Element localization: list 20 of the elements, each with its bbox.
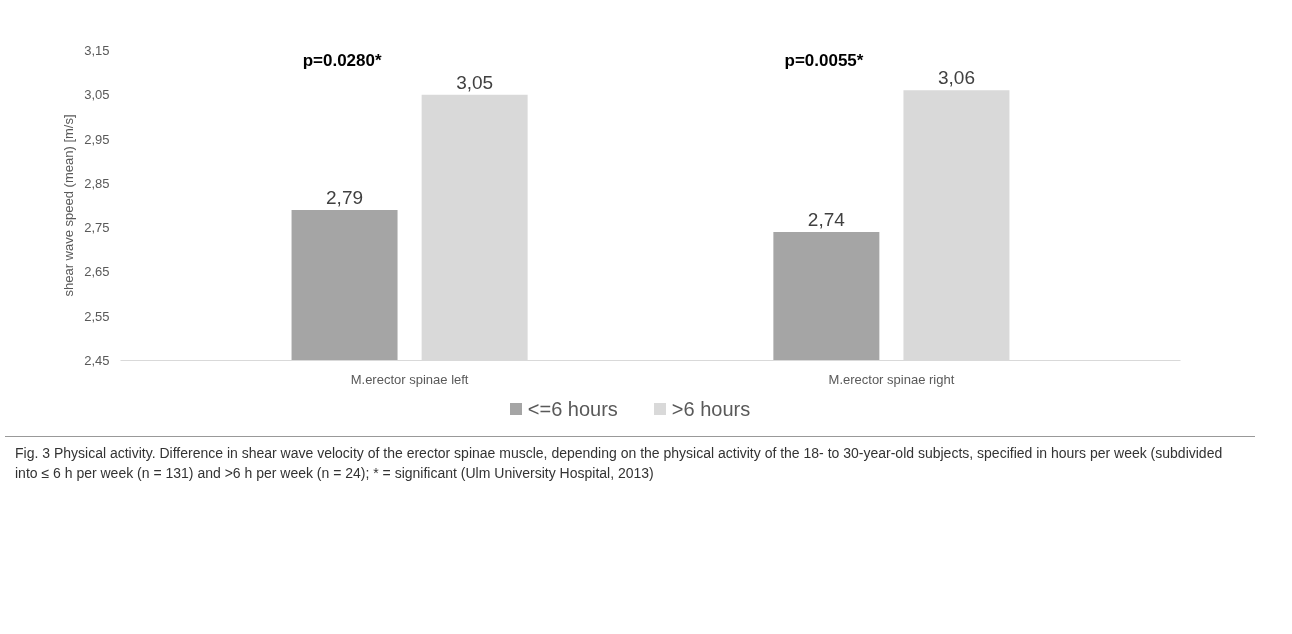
y-tick-label: 2,85 bbox=[84, 175, 110, 191]
data-label: 2,74 bbox=[807, 209, 846, 231]
data-label: 2,79 bbox=[326, 186, 364, 208]
legend-label: >6 hours bbox=[670, 396, 751, 422]
y-axis-title: shear wave speed (mean) [m/s] bbox=[61, 114, 77, 297]
legend-label: <=6 hours bbox=[526, 396, 618, 422]
y-tick-label: 3,05 bbox=[84, 87, 110, 103]
y-tick-label: 2,55 bbox=[84, 308, 110, 324]
x-tick-label: M.erector spinae right bbox=[828, 371, 955, 387]
y-tick-label: 2,65 bbox=[84, 264, 110, 280]
y-tick-label: 2,95 bbox=[84, 131, 110, 147]
y-tick-label: 3,15 bbox=[84, 43, 110, 58]
annotation: p=0.0055* bbox=[784, 50, 864, 70]
x-tick-label: M.erector spinae left bbox=[350, 371, 469, 387]
caption: Fig. 3 Physical activity. Difference in shear wave velocity of the erector spinae muscle, depending on the physical activity of the 18- to 30-year-old subjects, specified in hours per week (subdivided into ≤ 6 h per week (n = 131) and >6 h per week (n = 24); * = significant (Ulm University Hospital, 2013) bbox=[15, 444, 1224, 483]
data-label: 3,05 bbox=[456, 71, 494, 93]
y-tick-label: 2,75 bbox=[84, 220, 110, 236]
annotation: p=0.0280* bbox=[302, 50, 382, 70]
data-label: 3,06 bbox=[937, 67, 975, 89]
y-tick-label: 2,45 bbox=[84, 353, 110, 368]
